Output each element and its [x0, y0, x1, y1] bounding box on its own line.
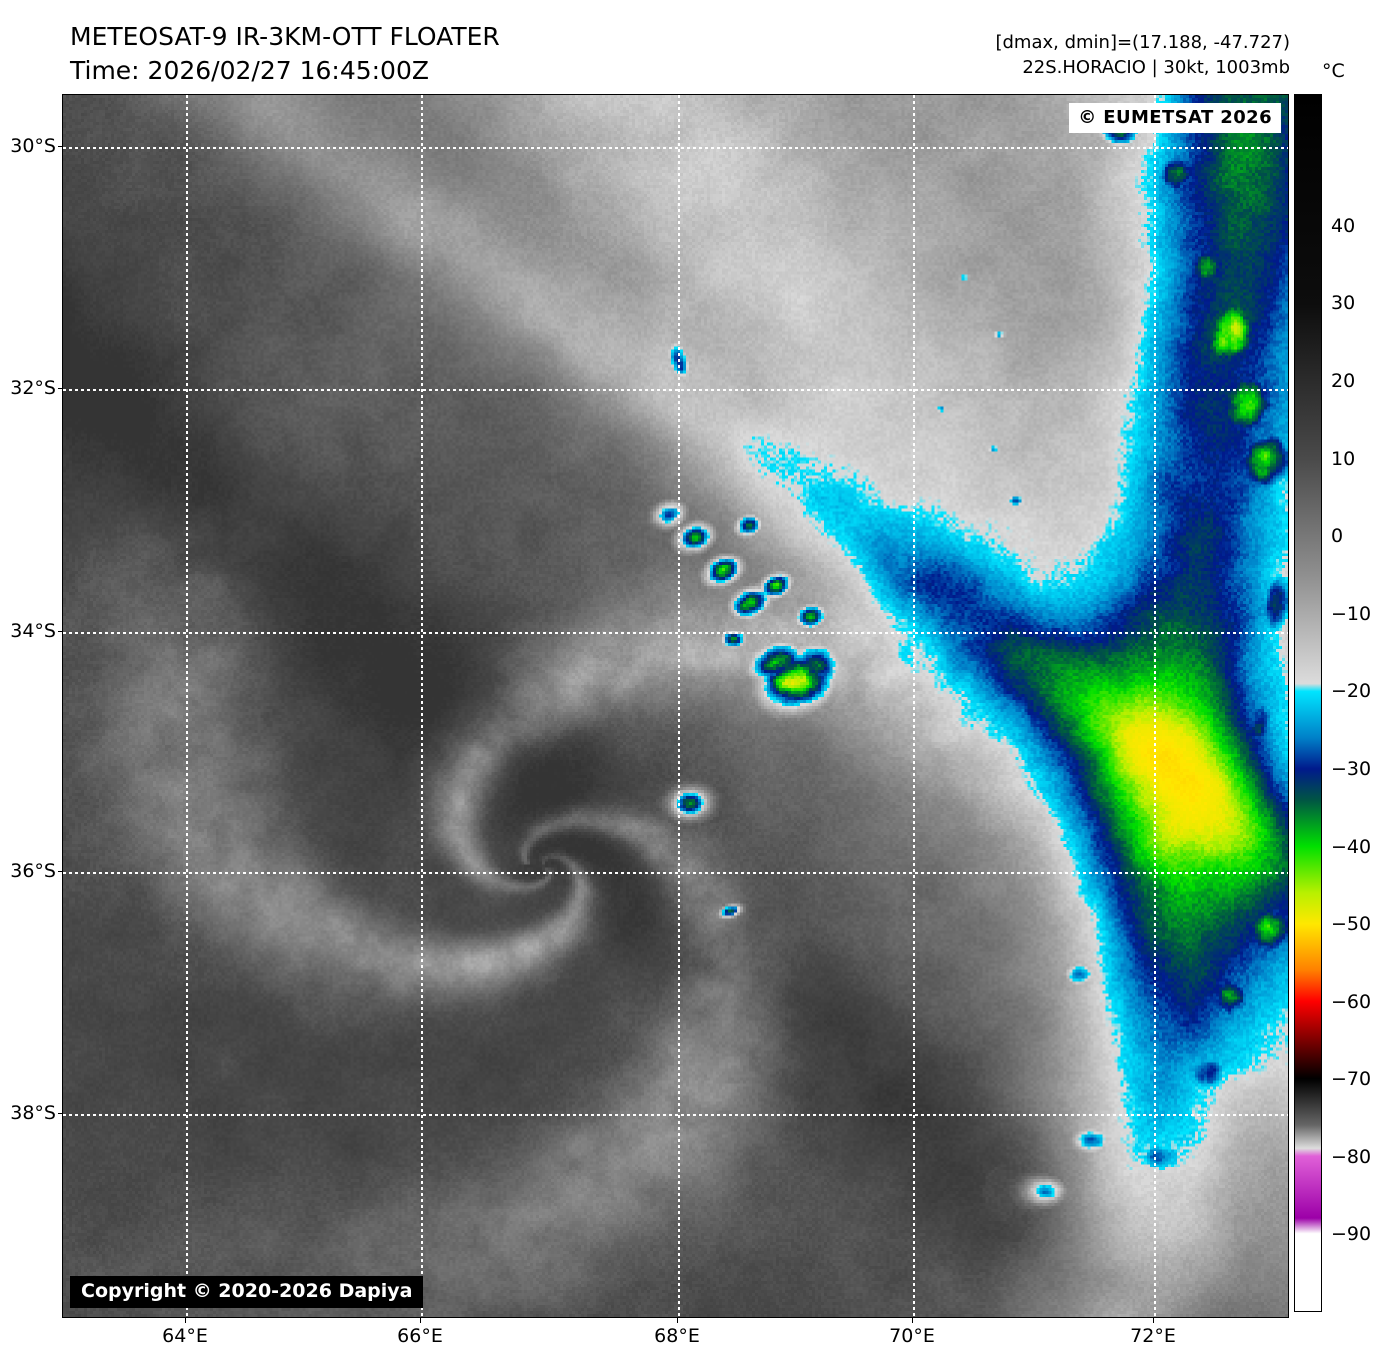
y-axis-tick-mark-32 [58, 388, 63, 389]
colorbar-gradient [1295, 95, 1321, 1311]
x-axis-tick-mark-66 [420, 1318, 421, 1323]
page-title: METEOSAT-9 IR-3KM-OTT FLOATER [70, 22, 500, 51]
colorbar-tick-neg30: −30 [1331, 757, 1372, 780]
colorbar[interactable] [1294, 94, 1322, 1312]
y-axis-tick-mark-34 [58, 631, 63, 632]
colorbar-tick-neg40: −40 [1331, 835, 1372, 858]
y-axis-tick-32: 32°S [10, 377, 56, 399]
y-axis-tick-38: 38°S [10, 1102, 56, 1124]
x-axis-tick-mark-64 [185, 1318, 186, 1323]
colorbar-tick-pos30: 30 [1331, 292, 1356, 315]
colorbar-tick-neg90: −90 [1331, 1223, 1372, 1246]
dapiya-copyright-badge: Copyright © 2020-2026 Dapiya [70, 1276, 424, 1308]
y-axis-tick-mark-38 [58, 1113, 63, 1114]
y-axis-tick-36: 36°S [10, 860, 56, 882]
colorbar-tick-neg50: −50 [1331, 913, 1372, 936]
colorbar-tick-pos0: 0 [1331, 525, 1344, 548]
satellite-image-panel[interactable]: © EUMETSAT 2026 Copyright © 2020-2026 Da… [62, 94, 1289, 1318]
y-axis-tick-30: 30°S [10, 135, 56, 157]
colorbar-tick-neg70: −70 [1331, 1068, 1372, 1091]
dmax-dmin-label: [dmax, dmin]=(17.188, -47.727) [995, 32, 1290, 53]
colorbar-tick-pos20: 20 [1331, 370, 1356, 393]
colorbar-tick-neg20: −20 [1331, 680, 1372, 703]
x-axis-tick-mark-70 [912, 1318, 913, 1323]
x-axis-tick-mark-72 [1153, 1318, 1154, 1323]
colorbar-tick-neg60: −60 [1331, 990, 1372, 1013]
colorbar-tick-pos40: 40 [1331, 214, 1356, 237]
colorbar-unit-label: °C [1322, 60, 1345, 82]
satellite-ir-heatmap [63, 95, 1288, 1317]
x-axis-tick-64: 64°E [162, 1325, 208, 1347]
header-title-block: METEOSAT-9 IR-3KM-OTT FLOATER Time: 2026… [70, 20, 500, 88]
x-axis-tick-72: 72°E [1130, 1325, 1176, 1347]
header-meta-block: [dmax, dmin]=(17.188, -47.727) 22S.HORAC… [995, 30, 1290, 80]
x-axis-tick-66: 66°E [397, 1325, 443, 1347]
colorbar-tick-neg10: −10 [1331, 602, 1372, 625]
y-axis-tick-34: 34°S [10, 620, 56, 642]
timestamp-label: Time: 2026/02/27 16:45:00Z [70, 56, 429, 85]
eumetsat-copyright-badge: © EUMETSAT 2026 [1069, 103, 1281, 133]
storm-info-label: 22S.HORACIO | 30kt, 1003mb [1022, 57, 1290, 78]
colorbar-tick-pos10: 10 [1331, 447, 1356, 470]
x-axis-tick-mark-68 [677, 1318, 678, 1323]
colorbar-tick-neg80: −80 [1331, 1145, 1372, 1168]
y-axis-tick-mark-36 [58, 871, 63, 872]
y-axis-tick-mark-30 [58, 146, 63, 147]
x-axis-tick-68: 68°E [654, 1325, 700, 1347]
x-axis-tick-70: 70°E [889, 1325, 935, 1347]
